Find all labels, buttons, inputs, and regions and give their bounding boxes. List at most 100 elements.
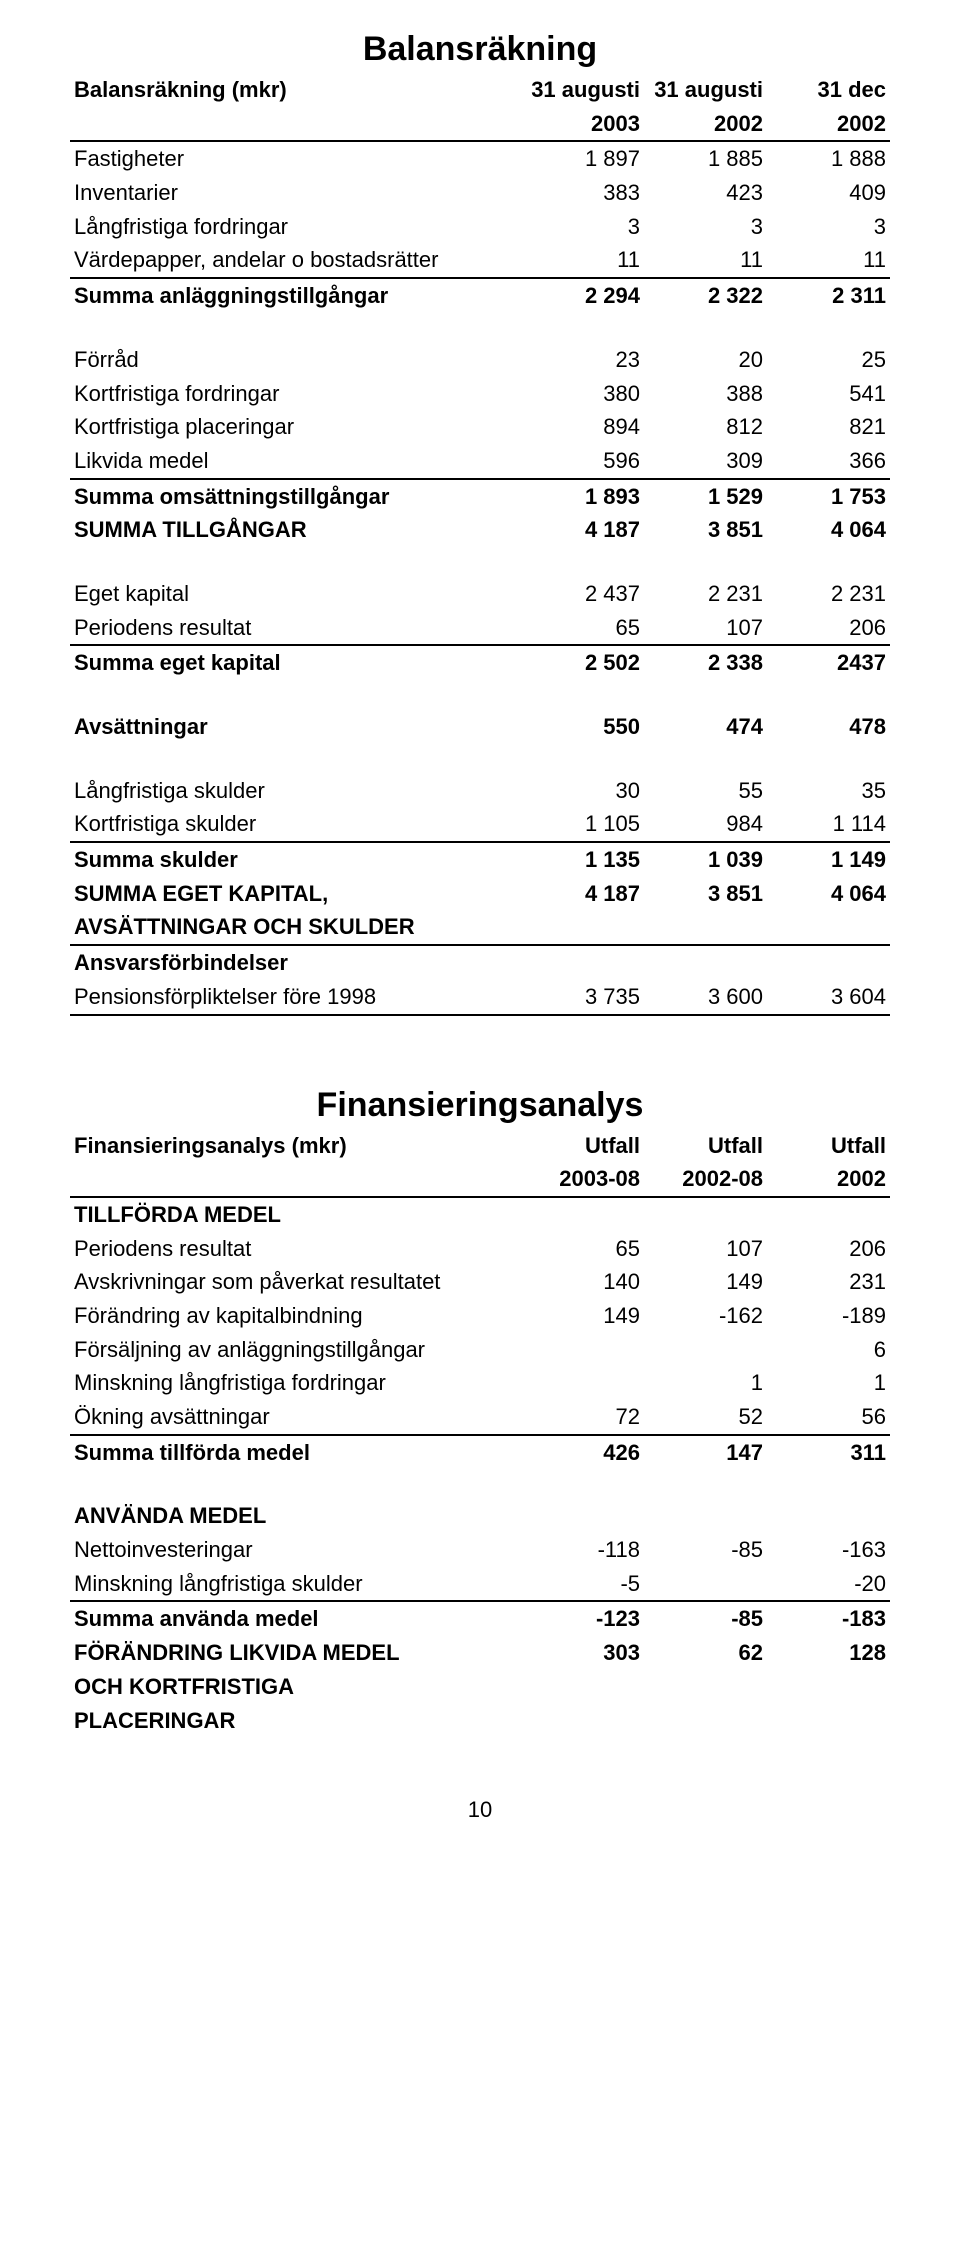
c — [644, 1333, 767, 1367]
c: 147 — [644, 1435, 767, 1470]
lbl: Långfristiga fordringar — [70, 210, 521, 244]
lbl: TILLFÖRDA MEDEL — [70, 1197, 521, 1232]
c: 366 — [767, 444, 890, 479]
c: 1 753 — [767, 479, 890, 514]
lbl: OCH KORTFRISTIGA — [70, 1670, 521, 1704]
c: 3 604 — [767, 980, 890, 1015]
table-row: Ökning avsättningar725256 — [70, 1400, 890, 1435]
c: 4 187 — [521, 513, 644, 547]
c: 1 529 — [644, 479, 767, 514]
table-row: Minskning långfristiga skulder-5-20 — [70, 1567, 890, 1602]
lbl: Minskning långfristiga skulder — [70, 1567, 521, 1602]
c: -20 — [767, 1567, 890, 1602]
lbl: Likvida medel — [70, 444, 521, 479]
c: 2 231 — [644, 577, 767, 611]
c: 25 — [767, 343, 890, 377]
finans-header-row2: 2003-08 2002-08 2002 — [70, 1162, 890, 1197]
lbl: Summa eget kapital — [70, 645, 521, 680]
fh1c1: Utfall — [521, 1129, 644, 1163]
sum-row-cont: PLACERINGAR — [70, 1704, 890, 1738]
lbl: ANVÄNDA MEDEL — [70, 1499, 521, 1533]
table-row: Kortfristiga skulder1 1059841 114 — [70, 807, 890, 842]
lbl: SUMMA EGET KAPITAL, — [70, 877, 521, 911]
c: 65 — [521, 611, 644, 646]
c: 541 — [767, 377, 890, 411]
h1c1: 31 augusti — [521, 73, 644, 107]
table-row: Minskning långfristiga fordringar11 — [70, 1366, 890, 1400]
fh1c2: Utfall — [644, 1129, 767, 1163]
c: -85 — [644, 1601, 767, 1636]
table-row: Periodens resultat65107206 — [70, 1232, 890, 1266]
h2c2: 2002 — [644, 107, 767, 142]
c — [521, 1333, 644, 1367]
table-row: Kortfristiga placeringar894812821 — [70, 410, 890, 444]
c: 107 — [644, 611, 767, 646]
table-row: Pensionsförpliktelser före 19983 7353 60… — [70, 980, 890, 1015]
c: 1 105 — [521, 807, 644, 842]
c: 30 — [521, 774, 644, 808]
c: 383 — [521, 176, 644, 210]
lbl: FÖRÄNDRING LIKVIDA MEDEL — [70, 1636, 521, 1670]
lbl: Summa skulder — [70, 842, 521, 877]
c: 1 — [767, 1366, 890, 1400]
lbl: Ansvarsförbindelser — [70, 945, 521, 980]
balans-header-row1: Balansräkning (mkr) 31 augusti 31 august… — [70, 73, 890, 107]
c: 72 — [521, 1400, 644, 1435]
c: 107 — [644, 1232, 767, 1266]
c: 423 — [644, 176, 767, 210]
c: 2 338 — [644, 645, 767, 680]
c: 3 — [644, 210, 767, 244]
c: 1 893 — [521, 479, 644, 514]
table-row: Avskrivningar som påverkat resultatet140… — [70, 1265, 890, 1299]
lbl: Summa anläggningstillgångar — [70, 278, 521, 313]
sum-row: Summa skulder1 1351 0391 149 — [70, 842, 890, 877]
lbl: Inventarier — [70, 176, 521, 210]
lbl: Förråd — [70, 343, 521, 377]
lbl: AVSÄTTNINGAR OCH SKULDER — [70, 910, 521, 945]
c: 2437 — [767, 645, 890, 680]
c: 309 — [644, 444, 767, 479]
sum-row: Summa använda medel-123-85-183 — [70, 1601, 890, 1636]
table-row: Kortfristiga fordringar380388541 — [70, 377, 890, 411]
c: 1 885 — [644, 141, 767, 176]
c: 2 311 — [767, 278, 890, 313]
c: -183 — [767, 1601, 890, 1636]
page-number: 10 — [70, 1797, 890, 1823]
lbl: PLACERINGAR — [70, 1704, 521, 1738]
c: 149 — [644, 1265, 767, 1299]
sum-row: SUMMA TILLGÅNGAR4 1873 8514 064 — [70, 513, 890, 547]
c: -123 — [521, 1601, 644, 1636]
lbl: Avsättningar — [70, 710, 521, 744]
lbl: Avskrivningar som påverkat resultatet — [70, 1265, 521, 1299]
c: 894 — [521, 410, 644, 444]
c: 303 — [521, 1636, 644, 1670]
c: 426 — [521, 1435, 644, 1470]
c: 812 — [644, 410, 767, 444]
lbl: Kortfristiga skulder — [70, 807, 521, 842]
lbl: Periodens resultat — [70, 611, 521, 646]
h2c1: 2003 — [521, 107, 644, 142]
c: 11 — [644, 243, 767, 278]
c: -85 — [644, 1533, 767, 1567]
c: -162 — [644, 1299, 767, 1333]
table-row: Likvida medel596309366 — [70, 444, 890, 479]
c: 596 — [521, 444, 644, 479]
lbl: Försäljning av anläggningstillgångar — [70, 1333, 521, 1367]
page: Balansräkning Balansräkning (mkr) 31 aug… — [0, 0, 960, 1883]
c: 6 — [767, 1333, 890, 1367]
lbl: SUMMA TILLGÅNGAR — [70, 513, 521, 547]
sum-row: Summa anläggningstillgångar2 2942 3222 3… — [70, 278, 890, 313]
c: 4 064 — [767, 877, 890, 911]
sum-row-cont: AVSÄTTNINGAR OCH SKULDER — [70, 910, 890, 945]
c: 388 — [644, 377, 767, 411]
c: 1 897 — [521, 141, 644, 176]
finans-header-row1: Finansieringsanalys (mkr) Utfall Utfall … — [70, 1129, 890, 1163]
c: 550 — [521, 710, 644, 744]
c: 128 — [767, 1636, 890, 1670]
c: 474 — [644, 710, 767, 744]
sum-row: Summa omsättningstillgångar1 8931 5291 7… — [70, 479, 890, 514]
table-row: Eget kapital2 4372 2312 231 — [70, 577, 890, 611]
c: 62 — [644, 1636, 767, 1670]
c: -118 — [521, 1533, 644, 1567]
lbl: Kortfristiga placeringar — [70, 410, 521, 444]
